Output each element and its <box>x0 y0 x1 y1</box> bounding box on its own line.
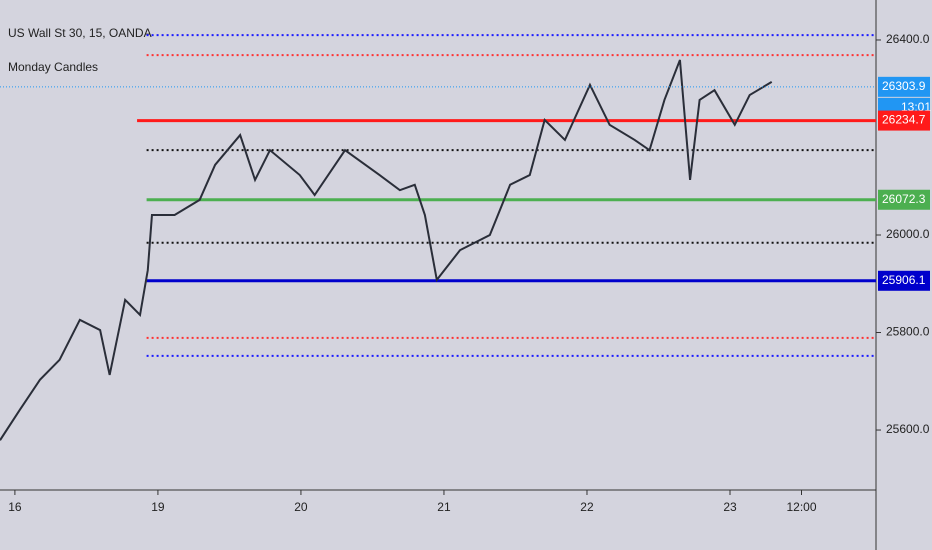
price-badge <box>878 110 930 131</box>
price-badge-label: 26234.7 <box>882 113 926 127</box>
x-tick-label: 16 <box>8 500 22 514</box>
chart-title: US Wall St 30, 15, OANDA <box>8 26 152 40</box>
y-tick-label: 26400.0 <box>886 32 930 46</box>
countdown-label: 13:01 <box>901 100 931 114</box>
x-tick-label: 12:00 <box>786 500 816 514</box>
indicator-name: Monday Candles <box>8 60 98 74</box>
price-badge-label: 26072.3 <box>882 192 926 206</box>
x-tick-label: 23 <box>723 500 737 514</box>
price-badge <box>878 76 930 97</box>
x-tick-label: 20 <box>294 500 308 514</box>
x-tick-label: 19 <box>151 500 165 514</box>
price-badge-label: 25906.1 <box>882 273 926 287</box>
price-badge-label: 26303.9 <box>882 79 926 93</box>
price-badge <box>878 189 930 210</box>
price-badge <box>878 270 930 291</box>
y-tick-label: 26000.0 <box>886 227 930 241</box>
price-line <box>0 59 773 441</box>
y-tick-label: 25600.0 <box>886 422 930 436</box>
y-tick-label: 25800.0 <box>886 325 930 339</box>
x-tick-label: 22 <box>580 500 594 514</box>
x-tick-label: 21 <box>437 500 451 514</box>
